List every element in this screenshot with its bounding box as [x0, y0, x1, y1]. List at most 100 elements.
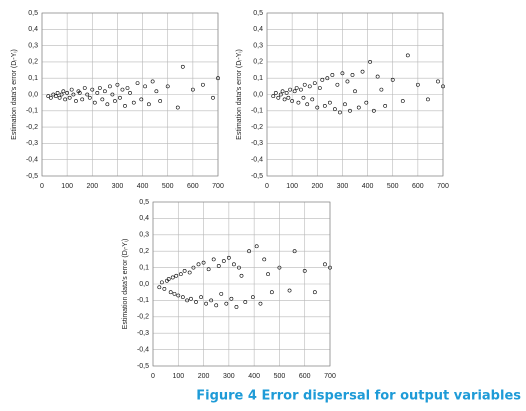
point [237, 265, 241, 270]
point [131, 100, 136, 105]
point [282, 97, 287, 102]
point [277, 265, 282, 270]
y-tick-label: 0,1 [139, 264, 149, 271]
y-tick-label: -0,4 [251, 157, 263, 164]
point [312, 81, 317, 85]
point [107, 84, 112, 89]
point [180, 295, 185, 300]
point [276, 95, 281, 100]
x-tick-label: 0 [40, 183, 44, 190]
point [441, 84, 445, 89]
point [345, 79, 350, 84]
point [100, 97, 105, 102]
y-tick-label: 0,0 [28, 91, 38, 98]
point [327, 100, 332, 105]
y-tick-label: 0,2 [28, 59, 38, 66]
x-tick-label: 100 [172, 373, 184, 380]
y-tick-label: -0,5 [26, 173, 38, 180]
point [250, 295, 255, 300]
y-tick-label: 0,0 [253, 91, 263, 98]
point [371, 108, 376, 113]
x-tick-label: 0 [265, 183, 269, 190]
point [214, 303, 219, 308]
point [165, 84, 170, 89]
point [146, 102, 151, 107]
point [294, 86, 299, 90]
point [162, 287, 167, 291]
point [196, 262, 201, 267]
x-tick-label: 600 [187, 183, 199, 190]
y-tick-label: 0,0 [139, 281, 149, 288]
x-tick-label: 100 [286, 183, 298, 190]
point [65, 90, 70, 95]
point [90, 87, 95, 92]
point [57, 95, 62, 100]
y-tick-label: -0,3 [137, 330, 149, 337]
point [232, 262, 236, 267]
point [266, 272, 270, 277]
point [166, 277, 171, 281]
y-tick-label: -0,4 [137, 346, 149, 353]
point [199, 295, 203, 300]
point [320, 77, 325, 82]
point [286, 95, 291, 100]
y-tick-label: -0,2 [26, 124, 38, 131]
x-tick-label: 200 [86, 183, 98, 190]
point [350, 73, 355, 77]
point [426, 97, 430, 102]
x-tick-label: 400 [248, 373, 260, 380]
point [204, 301, 209, 306]
point [343, 102, 347, 107]
point [243, 300, 248, 304]
point [80, 97, 85, 102]
point [254, 244, 259, 249]
point [338, 110, 342, 115]
point [307, 84, 312, 89]
point [158, 99, 163, 103]
point [296, 100, 301, 105]
x-tick-label: 100 [61, 183, 73, 190]
point [229, 296, 234, 301]
point [315, 105, 320, 110]
point [187, 270, 192, 275]
point [353, 89, 357, 94]
point [284, 90, 289, 95]
point [436, 79, 440, 84]
point [258, 301, 263, 306]
x-tick-label: 200 [311, 183, 323, 190]
x-tick-label: 0 [151, 373, 155, 380]
point [379, 87, 384, 92]
point [305, 102, 310, 107]
point [405, 53, 410, 58]
point [92, 100, 97, 105]
x-tick-label: 300 [223, 373, 235, 380]
point [115, 82, 120, 87]
point [201, 260, 206, 265]
x-tick-label: 700 [324, 373, 336, 380]
point [189, 296, 193, 301]
point [95, 90, 100, 95]
point [143, 84, 147, 89]
y-tick-label: -0,1 [251, 108, 263, 115]
point [175, 105, 180, 110]
point [82, 86, 87, 90]
point [247, 249, 251, 254]
point [172, 291, 177, 296]
y-tick-label: 0,3 [28, 42, 38, 49]
point [170, 275, 175, 280]
y-tick-label: 0,5 [28, 10, 38, 17]
y-tick-label: 0,5 [253, 10, 263, 17]
y-tick-label: 0,3 [139, 232, 149, 239]
x-tick-label: 400 [362, 183, 374, 190]
point [157, 285, 162, 290]
point [226, 255, 231, 260]
y-tick-label: -0,5 [251, 173, 263, 180]
point [415, 82, 420, 87]
point [191, 265, 196, 270]
point [224, 301, 229, 306]
point [61, 89, 66, 94]
point [59, 92, 64, 97]
point [375, 74, 380, 79]
point [135, 81, 140, 85]
point [178, 272, 183, 277]
